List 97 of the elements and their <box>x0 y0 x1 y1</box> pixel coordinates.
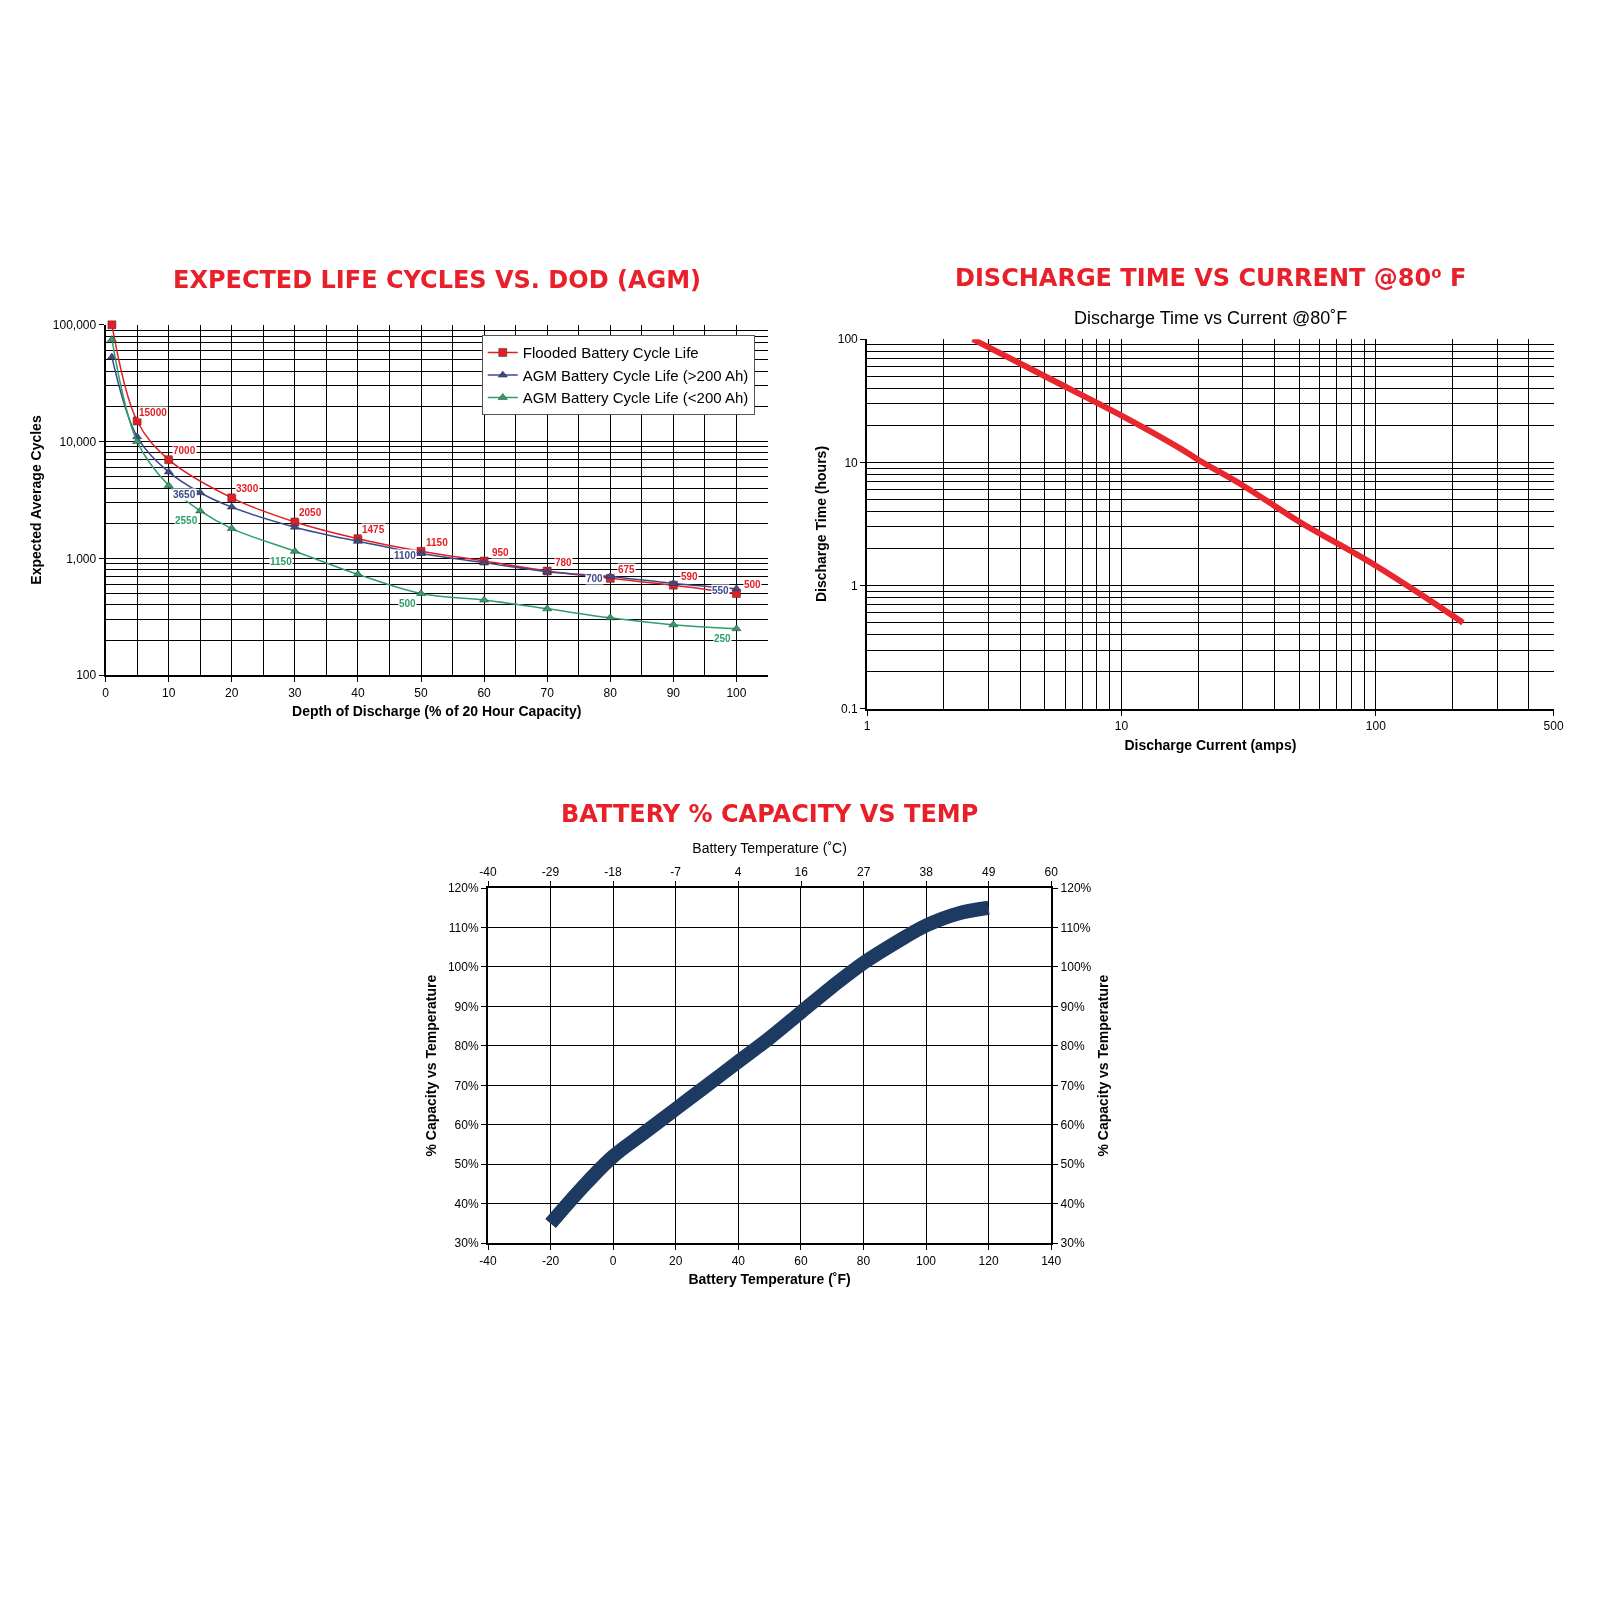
y2-tick-label: 80% <box>1060 1039 1085 1054</box>
data-label: 15000 <box>139 407 168 418</box>
y-tick-label: 100 <box>76 668 97 683</box>
y-tick-label: 10,000 <box>59 434 97 449</box>
chart-title: EXPECTED LIFE CYCLES VS. DOD (AGM) <box>173 266 702 294</box>
x2-tick-label: -40 <box>479 865 497 880</box>
x-tick-label: 90 <box>666 685 681 700</box>
data-label: 1475 <box>362 524 385 535</box>
x-axis-title: Depth of Discharge (% of 20 Hour Capacity) <box>292 703 582 720</box>
x-axis-title: Discharge Current (amps) <box>1124 737 1297 753</box>
data-label: 1150 <box>426 537 449 548</box>
x-tick-label: 100 <box>916 1253 937 1268</box>
data-label: 675 <box>618 564 636 575</box>
data-label: 500 <box>399 598 417 609</box>
y-tick-label: 100 <box>837 332 859 347</box>
x-tick-label: 60 <box>794 1253 808 1268</box>
x-tick-label: 30 <box>288 685 302 700</box>
data-label: 590 <box>681 571 699 582</box>
y2-tick-label: 120% <box>1060 881 1092 896</box>
y2-tick-label: 70% <box>1060 1078 1085 1093</box>
x-tick-label: 20 <box>225 685 239 700</box>
y2-tick-label: 40% <box>1060 1196 1085 1211</box>
x2-tick-label: -18 <box>604 865 623 880</box>
y-axis-title: % Capacity vs Temperature <box>423 974 439 1157</box>
y-tick-label: 120% <box>447 881 479 896</box>
chart-title: BATTERY % CAPACITY VS TEMP <box>561 800 979 828</box>
y2-tick-label: 110% <box>1060 920 1091 935</box>
x-tick-label: 0 <box>102 685 110 700</box>
data-label: 700 <box>586 573 604 584</box>
data-label: 780 <box>555 557 573 568</box>
x-tick-label: 70 <box>540 685 555 700</box>
x-tick-label: 80 <box>856 1253 871 1268</box>
data-label: 7000 <box>173 445 196 456</box>
x2-tick-label: -29 <box>541 865 560 880</box>
x-tick-label: 60 <box>477 685 492 700</box>
y-tick-label: 110% <box>448 920 479 935</box>
x2-tick-label: -7 <box>670 865 682 880</box>
y-tick-label: 10 <box>844 455 859 470</box>
x-tick-label: 0 <box>609 1253 617 1268</box>
y2-tick-label: 30% <box>1060 1236 1085 1251</box>
data-label: 1100 <box>394 550 417 561</box>
y-axis-title: Expected Average Cycles <box>27 415 44 585</box>
data-label: 950 <box>492 547 510 558</box>
data-label: 500 <box>744 579 762 590</box>
x2-tick-label: 16 <box>794 865 809 880</box>
x-tick-label: 120 <box>978 1253 999 1268</box>
x-tick-label: -40 <box>479 1253 497 1268</box>
x2-tick-label: 38 <box>919 865 934 880</box>
x2-tick-label: 4 <box>734 865 742 880</box>
y-tick-label: 80% <box>454 1039 479 1054</box>
y-tick-label: 0.1 <box>841 702 859 716</box>
data-label: 2050 <box>299 507 322 518</box>
x2-tick-label: 49 <box>982 865 996 880</box>
y-tick-label: 1 <box>851 578 859 593</box>
y2-axis-title: % Capacity vs Temperature <box>1095 974 1112 1157</box>
y-tick-label: 30% <box>454 1236 479 1251</box>
x-tick-label: 10 <box>162 685 176 700</box>
data-label: 3650 <box>173 489 196 500</box>
y-tick-label: 100% <box>447 960 479 975</box>
x-tick-label: 80 <box>603 685 618 700</box>
x-tick-label: 500 <box>1543 719 1564 734</box>
data-label: 550 <box>712 585 730 596</box>
x-tick-label: 140 <box>1041 1253 1062 1268</box>
data-label: 250 <box>714 633 732 644</box>
legend-label: Flooded Battery Cycle Life <box>522 344 699 362</box>
x2-tick-label: 60 <box>1044 865 1059 880</box>
legend-label: AGM Battery Cycle Life (>200 Ah) <box>522 366 749 384</box>
y-tick-label: 60% <box>454 1118 479 1132</box>
y-tick-label: 90% <box>454 999 479 1014</box>
x-tick-label: 50 <box>414 685 429 700</box>
y2-tick-label: 90% <box>1060 999 1085 1014</box>
y-tick-label: 1,000 <box>66 551 97 566</box>
x-tick-label: 1 <box>863 719 871 734</box>
y-tick-label: 50% <box>454 1157 479 1172</box>
data-label: 1150 <box>270 556 293 567</box>
y-tick-label: 70% <box>454 1078 479 1093</box>
x-tick-label: 20 <box>669 1253 683 1268</box>
x2-axis-title: Battery Temperature (˚C) <box>692 840 847 857</box>
x-tick-label: 100 <box>1365 719 1387 734</box>
y-tick-label: 40% <box>454 1196 479 1211</box>
x-axis-title: Battery Temperature (˚F) <box>688 1271 851 1288</box>
y-tick-label: 100,000 <box>52 318 97 332</box>
data-label: 2550 <box>175 515 198 526</box>
data-label: 3300 <box>236 483 259 494</box>
x2-tick-label: 27 <box>856 865 871 880</box>
legend-label: AGM Battery Cycle Life (<200 Ah) <box>522 389 749 407</box>
y2-tick-label: 100% <box>1060 960 1092 975</box>
x-tick-label: 40 <box>731 1253 746 1268</box>
y-axis-title: Discharge Time (hours) <box>812 445 829 603</box>
y2-tick-label: 60% <box>1060 1118 1085 1132</box>
chart-subtitle: Discharge Time vs Current @80˚F <box>1074 308 1348 328</box>
x-tick-label: 100 <box>726 685 747 700</box>
y2-tick-label: 50% <box>1060 1157 1085 1172</box>
x-tick-label: -20 <box>541 1253 560 1268</box>
chart-title: DISCHARGE TIME VS CURRENT @80⁰ F <box>955 264 1467 292</box>
x-tick-label: 10 <box>1114 719 1129 734</box>
x-tick-label: 40 <box>351 685 365 700</box>
